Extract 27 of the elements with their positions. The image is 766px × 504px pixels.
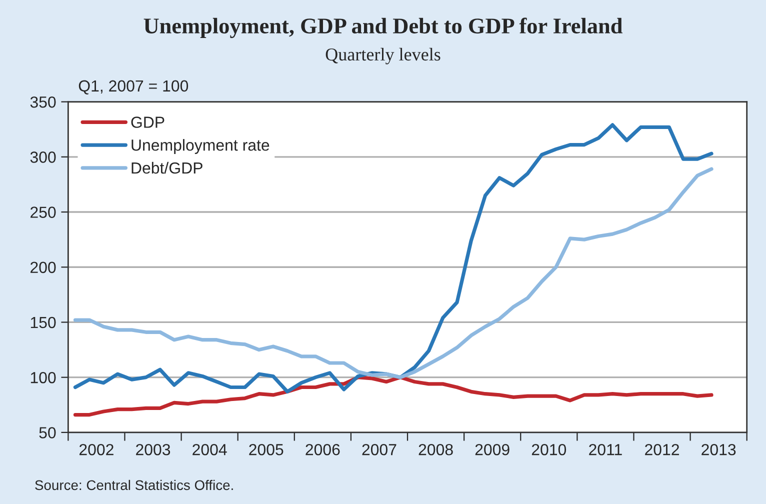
x-tick-label: 2007 — [362, 444, 396, 456]
y-tick-label: 300 — [30, 152, 56, 163]
x-tick-label: 2002 — [79, 444, 114, 456]
chart-subtitle: Quarterly levels — [326, 48, 440, 64]
x-tick-label: 2004 — [192, 444, 227, 456]
y-tick-label: 250 — [30, 206, 56, 218]
y-tick-label: 350 — [30, 96, 56, 108]
y-tick-label: 50 — [39, 427, 56, 438]
legend-label: GDP — [131, 116, 164, 128]
y-tick-label: 150 — [30, 316, 56, 328]
x-tick-label: 2013 — [702, 444, 736, 456]
y-axis-title: Q1, 2007 = 100 — [78, 80, 188, 94]
source-note: Source: Central Statistics Office. — [35, 480, 233, 490]
y-tick-label: 200 — [30, 262, 56, 274]
x-tick-label: 2011 — [589, 444, 622, 456]
chart-title: Unemployment, GDP and Debt to GDP for Ireland — [144, 18, 622, 38]
x-tick-label: 2010 — [532, 444, 566, 456]
x-tick-label: 2005 — [249, 444, 284, 456]
x-tick-label: 2012 — [645, 444, 679, 456]
line-series — [73, 376, 714, 417]
legend-label: Debt/GDP — [132, 162, 202, 174]
y-tick-label: 100 — [30, 372, 56, 384]
x-tick-label: 2009 — [475, 444, 510, 456]
x-tick-label: 2003 — [136, 444, 170, 456]
x-tick-label: 2006 — [306, 444, 340, 456]
x-tick-label: 2008 — [418, 444, 453, 456]
legend-label: Unemployment rate — [132, 139, 270, 154]
